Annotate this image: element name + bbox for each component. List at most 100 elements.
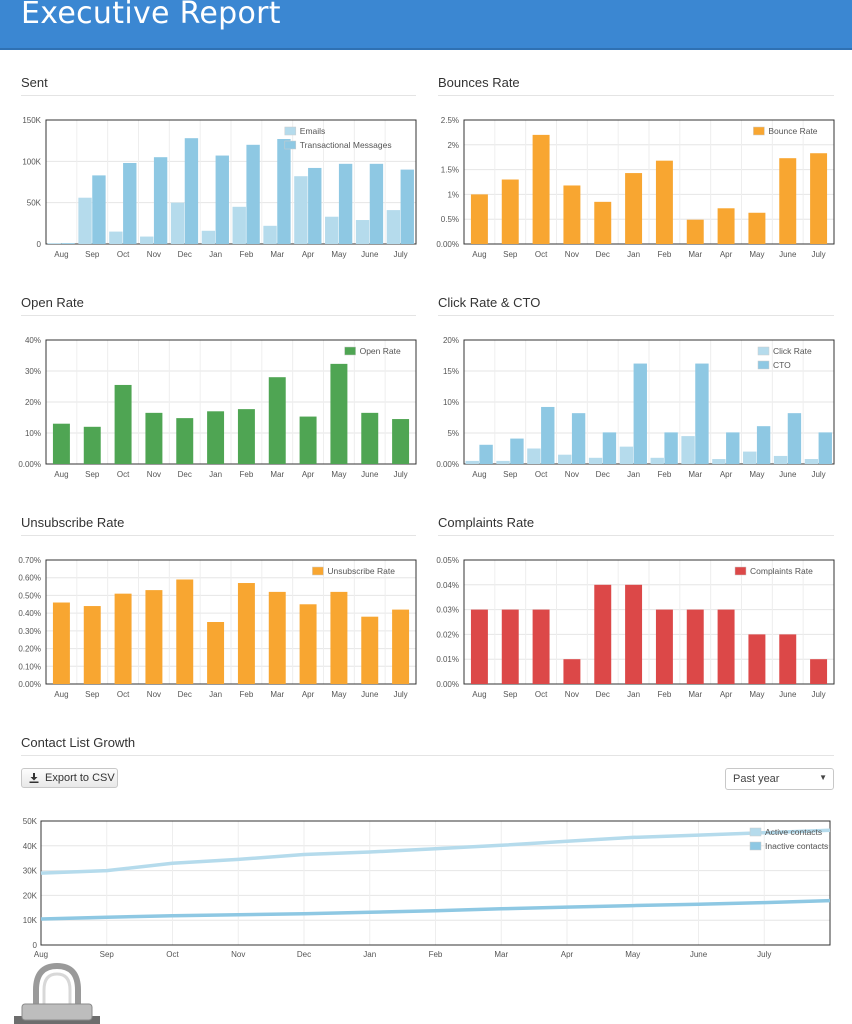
bar <box>594 584 612 684</box>
x-tick-label: Mar <box>688 470 702 479</box>
complaints-chart: 0.00% 0.01% 0.02% 0.03% 0.04% 0.05% Aug Sep Oct N… <box>436 556 835 699</box>
x-tick-label: Sep <box>503 250 518 259</box>
legend-label: Active contacts <box>765 827 822 837</box>
bar <box>47 243 61 244</box>
x-tick-label: Aug <box>54 250 68 259</box>
x-tick-label: Oct <box>535 470 548 479</box>
bar <box>712 459 726 464</box>
bar <box>681 436 695 464</box>
x-tick-label: Sep <box>85 250 100 259</box>
bar <box>114 593 132 684</box>
x-tick-label: Mar <box>270 470 284 479</box>
x-tick-label: Feb <box>240 470 254 479</box>
legend-swatch <box>749 841 762 851</box>
x-tick-label: Oct <box>535 690 548 699</box>
y-tick-label: 1.5% <box>441 166 459 175</box>
y-tick-label: 0 <box>37 240 42 249</box>
x-tick-label: Dec <box>178 470 192 479</box>
period-select[interactable]: Past year ▼ <box>725 768 834 790</box>
click-chart: 0.00% 5% 10% 15% 20% Aug Sep Oct Nov Dec Jan Feb Mar… <box>436 336 835 479</box>
x-tick-label: Aug <box>54 690 68 699</box>
x-tick-label: June <box>361 470 379 479</box>
bar <box>602 432 617 464</box>
bar <box>810 659 828 684</box>
x-tick-label: Dec <box>596 250 610 259</box>
bar <box>246 144 260 244</box>
unsub-chart: 0.00% 0.10% 0.20% 0.30% 0.40% 0.50% 0.60% 0.70%… <box>18 556 417 699</box>
bar <box>558 454 572 464</box>
bar <box>145 412 163 464</box>
x-tick-label: Oct <box>166 950 179 959</box>
report-header: Executive Report <box>0 0 852 50</box>
y-tick-label: 10% <box>25 429 41 438</box>
x-tick-label: Feb <box>429 950 443 959</box>
bar <box>532 134 550 244</box>
bar <box>299 604 317 684</box>
bar <box>299 416 317 464</box>
y-tick-label: 40% <box>25 336 41 345</box>
bar <box>109 231 123 244</box>
complaints-title: Complaints Rate <box>438 515 535 530</box>
report-body <box>0 52 852 1024</box>
x-tick-label: Nov <box>147 250 161 259</box>
legend-label: Inactive contacts <box>765 841 828 851</box>
bar <box>726 432 740 464</box>
y-tick-label: 0.05% <box>436 556 459 565</box>
bar <box>207 622 225 684</box>
chevron-down-icon: ▼ <box>819 773 827 782</box>
x-tick-label: Apr <box>302 470 315 479</box>
bar <box>664 432 678 464</box>
y-tick-label: 0 <box>33 941 38 950</box>
x-tick-label: Nov <box>565 250 579 259</box>
x-tick-label: Dec <box>596 470 610 479</box>
bar <box>818 432 832 464</box>
bar <box>268 377 286 464</box>
x-tick-label: Mar <box>688 250 702 259</box>
x-tick-label: May <box>331 470 346 479</box>
bar <box>83 426 101 464</box>
x-tick-label: Aug <box>54 470 68 479</box>
y-tick-label: 5% <box>447 429 459 438</box>
bar <box>140 236 154 244</box>
bar <box>52 602 70 684</box>
y-tick-label: 0.10% <box>18 662 41 671</box>
y-tick-label: 10% <box>443 398 459 407</box>
export-csv-button[interactable]: Export to CSV <box>21 768 118 788</box>
x-tick-label: Jan <box>209 690 222 699</box>
x-tick-label: May <box>331 690 346 699</box>
plot-frame <box>40 820 831 946</box>
series-line <box>40 898 831 921</box>
unsub-title: Unsubscribe Rate <box>21 515 125 530</box>
y-tick-label: 50K <box>23 817 38 826</box>
y-tick-label: 20% <box>443 336 459 345</box>
y-tick-label: 2.5% <box>441 116 459 125</box>
x-tick-label: Feb <box>240 250 254 259</box>
y-tick-label: 1% <box>447 190 459 199</box>
bar <box>686 219 704 244</box>
bar <box>114 384 132 464</box>
x-tick-label: Dec <box>178 690 192 699</box>
bar <box>717 208 735 244</box>
x-tick-label: July <box>811 470 825 479</box>
x-tick-label: Dec <box>596 690 610 699</box>
y-tick-label: 30K <box>23 867 38 876</box>
x-tick-label: June <box>690 950 708 959</box>
bar <box>465 460 479 464</box>
plot-frame <box>463 339 835 465</box>
bar <box>501 179 519 244</box>
bar <box>201 230 216 244</box>
y-tick-label: 30% <box>25 367 41 376</box>
y-tick-label: 0.00% <box>436 680 459 689</box>
x-tick-label: Feb <box>658 470 672 479</box>
bar <box>369 163 384 244</box>
bar <box>123 162 137 244</box>
x-tick-label: Nov <box>147 470 161 479</box>
legend-label: Emails <box>300 126 326 136</box>
click-divider <box>438 315 834 316</box>
bar <box>268 591 286 684</box>
y-tick-label: 0.00% <box>18 460 41 469</box>
legend-swatch <box>344 346 356 356</box>
plot-frame <box>463 559 835 685</box>
bar <box>619 446 634 464</box>
legend-swatch <box>749 827 762 837</box>
